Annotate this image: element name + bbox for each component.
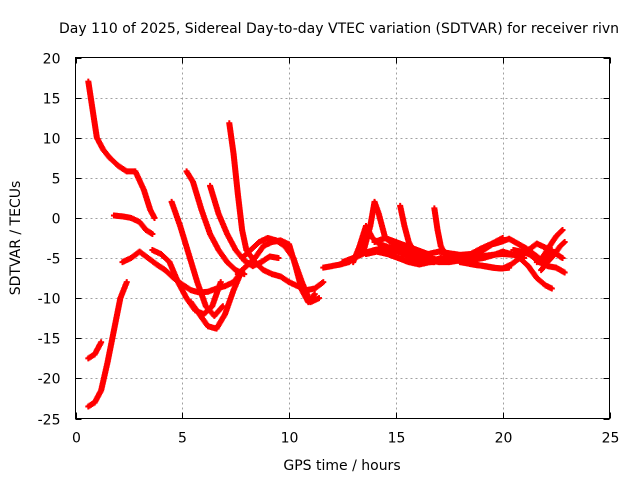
data-point — [98, 339, 105, 346]
marker-trail — [167, 260, 181, 284]
marker-trail — [216, 212, 230, 236]
marker-trail — [107, 155, 121, 168]
series-track-13 — [239, 235, 323, 306]
series-track-4 — [110, 212, 156, 237]
marker-trail — [350, 244, 363, 264]
data-point — [561, 269, 568, 276]
data-point — [559, 226, 566, 233]
series-track-25 — [533, 226, 566, 266]
x-tick-label: 25 — [602, 431, 620, 447]
data-point — [548, 285, 555, 292]
data-point — [151, 214, 158, 221]
x-tick-label: 0 — [72, 431, 81, 447]
marker-trail — [226, 121, 237, 156]
marker-trail — [443, 252, 452, 261]
marker-trail — [558, 240, 567, 249]
chart-title: Day 110 of 2025, Sidereal Day-to-day VTE… — [59, 21, 619, 37]
marker-trail — [132, 169, 147, 192]
series-track-22 — [456, 240, 566, 272]
marker-trail — [431, 206, 441, 232]
marker-trail — [186, 252, 200, 284]
series-track-3 — [85, 279, 130, 410]
marker-trail — [397, 204, 408, 228]
marker-trail — [299, 280, 313, 304]
marker-trail — [225, 260, 238, 273]
marker-trail — [376, 212, 388, 240]
marker-trail — [222, 288, 237, 316]
marker-trail — [248, 240, 262, 253]
x-axis-ticks: 0 5 10 15 20 25 — [72, 57, 620, 447]
marker-trail — [235, 264, 249, 277]
marker-trail — [85, 80, 96, 112]
marker-trail — [89, 108, 100, 140]
y-tick-label: 15 — [43, 92, 61, 108]
x-tick-label: 15 — [388, 431, 406, 447]
y-tick-label: -5 — [47, 252, 61, 268]
data-point — [311, 291, 318, 298]
marker-trail — [207, 232, 221, 252]
data-point — [149, 230, 156, 237]
series-track-9 — [183, 168, 248, 278]
marker-trail — [244, 256, 257, 269]
data-point — [241, 271, 248, 278]
marker-trail — [214, 312, 228, 331]
series-track-2 — [85, 339, 105, 362]
y-tick-label: -25 — [38, 413, 61, 429]
y-tick-label: -20 — [38, 372, 61, 388]
y-tick-label: 20 — [43, 52, 61, 68]
x-tick-label: 10 — [281, 431, 299, 447]
data-point — [320, 279, 327, 286]
y-tick-label: -10 — [38, 292, 61, 308]
marker-trail — [207, 184, 222, 216]
marker-trail — [240, 248, 253, 261]
series-track-6 — [149, 247, 224, 318]
data-point — [275, 255, 282, 262]
marker-trail — [169, 200, 183, 228]
data-point — [561, 239, 568, 246]
marker-trail — [175, 280, 189, 300]
x-tick-label: 5 — [178, 431, 187, 447]
marker-trail — [252, 260, 266, 273]
marker-trail — [104, 328, 117, 364]
marker-trail — [224, 232, 238, 252]
marker-trail — [209, 280, 224, 308]
series-track-8 — [187, 267, 246, 332]
marker-trail — [290, 256, 305, 284]
x-tick-label: 20 — [495, 431, 513, 447]
series-track-24 — [516, 255, 555, 292]
data-markers — [85, 78, 568, 410]
marker-trail — [239, 228, 250, 252]
marker-trail — [98, 360, 111, 392]
marker-trail — [159, 252, 172, 265]
data-point — [559, 255, 566, 262]
data-point — [217, 279, 224, 286]
y-tick-label: 5 — [52, 172, 61, 188]
y-tick-label: -15 — [38, 332, 61, 348]
series-track-1 — [85, 78, 158, 221]
marker-trail — [235, 192, 245, 232]
series-track-26 — [538, 239, 568, 274]
plot-frame — [75, 57, 610, 419]
marker-trail — [177, 224, 192, 256]
data-point — [123, 279, 130, 286]
marker-trail — [535, 276, 548, 288]
marker-trail — [190, 180, 205, 212]
marker-trail — [117, 280, 130, 300]
x-axis-label: GPS time / hours — [283, 458, 400, 474]
marker-trail — [230, 152, 241, 196]
marker-trail — [111, 296, 124, 332]
y-tick-label: 0 — [52, 212, 61, 228]
y-axis-label: SDTVAR / TECUs — [8, 181, 24, 296]
y-axis-ticks: -25 -20 -15 -10 -5 0 5 10 15 20 — [38, 52, 610, 429]
marker-trail — [517, 256, 531, 269]
data-point — [316, 295, 323, 302]
marker-trail — [199, 208, 213, 236]
marker-trail — [554, 228, 565, 239]
marker-trail — [194, 280, 209, 308]
y-tick-label: 10 — [43, 132, 61, 148]
series-track-7 — [168, 198, 226, 319]
grid-lines — [75, 57, 610, 419]
